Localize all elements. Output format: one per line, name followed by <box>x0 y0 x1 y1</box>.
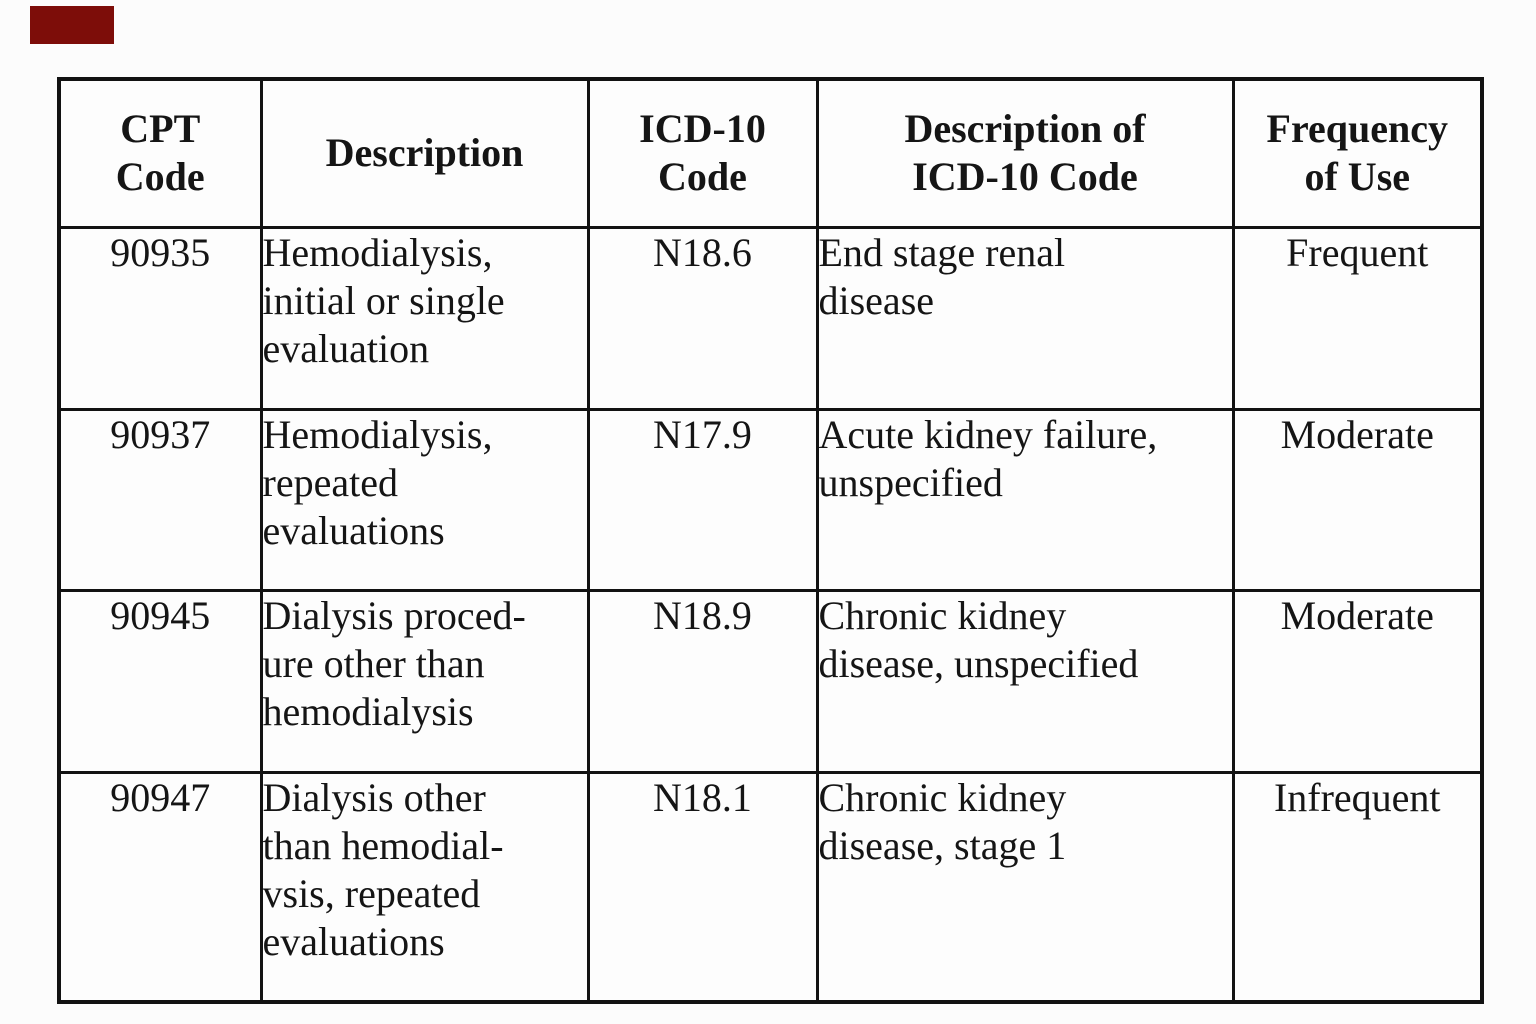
header-icd10-code: ICD-10 Code <box>586 77 819 229</box>
icd10-code-cell: N18.9 <box>586 588 819 774</box>
cpt-code-cell: 90937 <box>57 407 263 592</box>
description-cell: Hemodialysis, initial or single evaluati… <box>259 225 590 411</box>
table-row: 90947 Dialysis other than hemodial- vsis… <box>57 770 1484 1004</box>
header-icd10-description: Description of ICD-10 Code <box>815 77 1235 229</box>
frequency-cell: Moderate <box>1231 407 1484 592</box>
red-marker <box>30 6 114 44</box>
table-row: 90935 Hemodialysis, initial or single ev… <box>57 225 1484 411</box>
description-cell: Dialysis other than hemodial- vsis, repe… <box>259 770 590 1004</box>
cpt-code-cell: 90947 <box>57 770 263 1004</box>
header-cpt-code: CPT Code <box>57 77 263 229</box>
table-row: 90937 Hemodialysis, repeated evaluations… <box>57 407 1484 592</box>
icd10-description-cell: Chronic kidney disease, unspecified <box>815 588 1235 774</box>
icd10-description-cell: Acute kidney failure, unspecified <box>815 407 1235 592</box>
table-row: 90945 Dialysis proced- ure other than he… <box>57 588 1484 774</box>
frequency-cell: Moderate <box>1231 588 1484 774</box>
icd10-code-cell: N18.6 <box>586 225 819 411</box>
cpt-icd10-mapping-table: CPT Code Description ICD-10 Code Descrip… <box>57 77 1484 1004</box>
frequency-cell: Frequent <box>1231 225 1484 411</box>
description-cell: Hemodialysis, repeated evaluations <box>259 407 590 592</box>
cpt-code-cell: 90945 <box>57 588 263 774</box>
icd10-description-cell: Chronic kidney disease, stage 1 <box>815 770 1235 1004</box>
header-row: CPT Code Description ICD-10 Code Descrip… <box>57 77 1484 229</box>
description-cell: Dialysis proced- ure other than hemodial… <box>259 588 590 774</box>
header-frequency-of-use: Frequency of Use <box>1231 77 1484 229</box>
frequency-cell: Infrequent <box>1231 770 1484 1004</box>
header-description: Description <box>259 77 590 229</box>
cpt-code-cell: 90935 <box>57 225 263 411</box>
icd10-code-cell: N18.1 <box>586 770 819 1004</box>
icd10-code-cell: N17.9 <box>586 407 819 592</box>
icd10-description-cell: End stage renal disease <box>815 225 1235 411</box>
